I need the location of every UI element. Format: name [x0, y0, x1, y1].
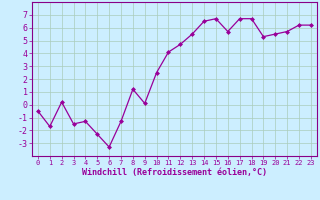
X-axis label: Windchill (Refroidissement éolien,°C): Windchill (Refroidissement éolien,°C): [82, 168, 267, 177]
